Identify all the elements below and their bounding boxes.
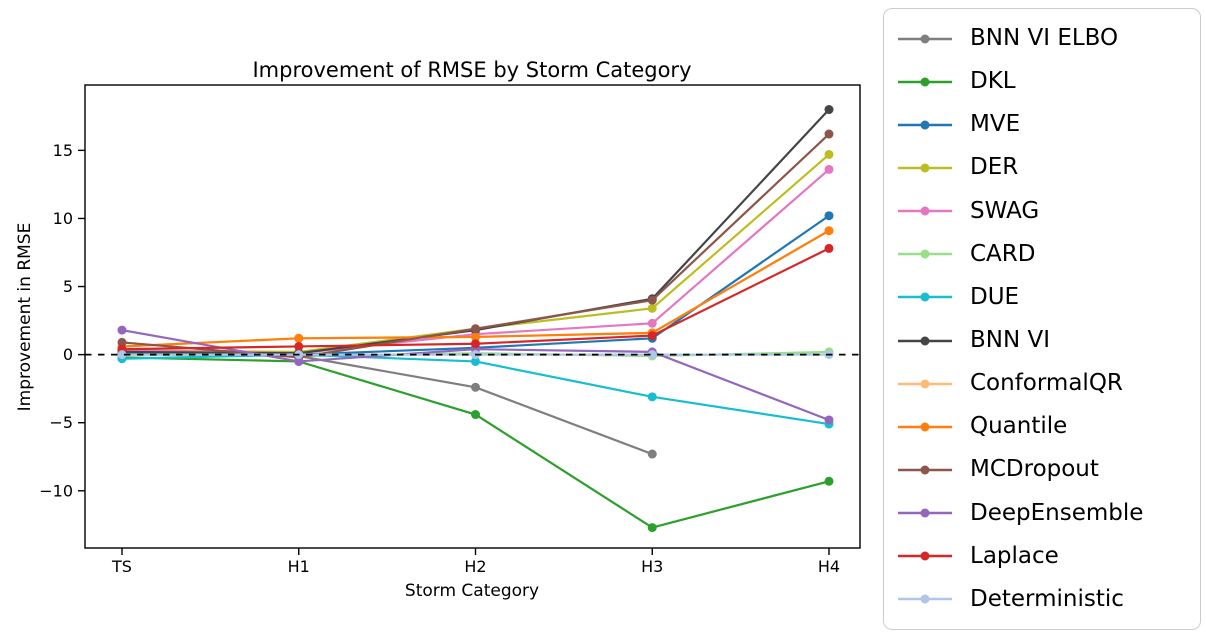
y-tick-label: −10 xyxy=(39,481,73,500)
y-axis-label: Improvement in RMSE xyxy=(15,223,35,412)
data-point xyxy=(647,295,657,305)
data-point xyxy=(117,350,127,360)
data-point xyxy=(647,350,657,360)
data-point xyxy=(471,382,480,392)
legend-item-deepensemble: DeepEnsemble xyxy=(896,498,1200,528)
legend-line-swatch-icon xyxy=(898,594,952,604)
series-bnn-vi-elbo xyxy=(117,348,657,459)
legend-label: DKL xyxy=(970,68,1016,95)
legend-item-der: DER xyxy=(896,153,1200,183)
data-point xyxy=(824,105,834,115)
data-point xyxy=(117,325,127,335)
data-point xyxy=(824,149,834,159)
legend-line-swatch-icon xyxy=(898,120,952,130)
data-point xyxy=(294,333,304,343)
x-tick-label: H3 xyxy=(641,557,663,576)
legend-label: CARD xyxy=(970,240,1036,267)
y-tick-label: 0 xyxy=(63,345,73,364)
legend-item-bnn-vi: BNN VI xyxy=(896,326,1200,356)
legend-label: SWAG xyxy=(970,197,1040,224)
plot-area xyxy=(85,105,860,533)
legend-line-swatch-icon xyxy=(898,77,952,87)
data-point xyxy=(294,356,304,366)
legend-item-deterministic: Deterministic xyxy=(896,584,1200,614)
data-point xyxy=(471,332,480,342)
data-point xyxy=(471,356,480,366)
legend-line-swatch-icon xyxy=(898,465,952,475)
legend-label: DeepEnsemble xyxy=(970,499,1144,526)
legend-label: BNN VI ELBO xyxy=(970,25,1119,52)
legend-item-dkl: DKL xyxy=(896,67,1200,97)
legend-line-swatch-icon xyxy=(898,422,952,432)
data-point xyxy=(647,318,657,328)
data-point xyxy=(647,331,657,341)
legend-line-swatch-icon xyxy=(898,206,952,216)
y-tick-label: 10 xyxy=(53,209,73,228)
legend-line-swatch-icon xyxy=(898,249,952,259)
data-point xyxy=(647,392,657,402)
x-tick-label: TS xyxy=(111,557,132,576)
legend-item-mcdropout: MCDropout xyxy=(896,455,1200,485)
legend-line-swatch-icon xyxy=(898,163,952,173)
data-point xyxy=(471,324,480,334)
data-point xyxy=(117,337,127,347)
data-point xyxy=(647,449,657,459)
legend-label: MVE xyxy=(970,111,1021,138)
series-mcdropout xyxy=(117,129,834,362)
series-line xyxy=(121,108,830,355)
data-point xyxy=(824,164,834,174)
legend-line-swatch-icon xyxy=(898,508,952,518)
legend-label: Deterministic xyxy=(970,585,1124,612)
x-tick-label: H4 xyxy=(818,557,840,576)
legend-item-card: CARD xyxy=(896,239,1200,269)
legend-line-swatch-icon xyxy=(898,292,952,302)
legend: BNN VI ELBO DKL MVE DER SWAG CARD DUE BNN VI Con… xyxy=(883,8,1201,630)
axes-frame xyxy=(84,84,861,549)
data-point xyxy=(824,243,834,253)
legend-label: ConformalQR xyxy=(970,370,1123,397)
legend-item-quantile: Quantile xyxy=(896,412,1200,442)
data-point xyxy=(824,129,834,139)
legend-item-swag: SWAG xyxy=(896,196,1200,226)
data-point xyxy=(824,211,834,221)
data-point xyxy=(471,410,480,420)
data-point xyxy=(824,415,834,425)
y-tick-label: −5 xyxy=(49,413,73,432)
legend-label: DER xyxy=(970,154,1019,181)
legend-item-bnn-vi-elbo: BNN VI ELBO xyxy=(896,24,1200,54)
legend-item-due: DUE xyxy=(896,282,1200,312)
legend-label: BNN VI xyxy=(970,327,1051,354)
series-line xyxy=(121,352,653,456)
legend-item-conformalqr: ConformalQR xyxy=(896,369,1200,399)
data-point xyxy=(647,303,657,313)
legend-label: DUE xyxy=(970,283,1020,310)
legend-line-swatch-icon xyxy=(898,551,952,561)
series-line xyxy=(121,153,830,354)
legend-label: Quantile xyxy=(970,413,1068,440)
legend-item-laplace: Laplace xyxy=(896,541,1200,571)
legend-label: MCDropout xyxy=(970,456,1099,483)
legend-line-swatch-icon xyxy=(898,379,952,389)
axis-ticks: −10 −5 0 5 10 15 TS H1 H2 H3 H4 xyxy=(39,141,840,576)
x-tick-label: H1 xyxy=(288,557,310,576)
legend-label: Laplace xyxy=(970,542,1059,569)
y-tick-label: 15 xyxy=(53,141,73,160)
x-tick-label: H2 xyxy=(464,557,486,576)
legend-line-swatch-icon xyxy=(898,34,952,44)
x-axis-label: Storm Category xyxy=(405,581,539,601)
chart-title: Improvement of RMSE by Storm Category xyxy=(252,58,691,82)
data-point xyxy=(294,341,304,351)
data-point xyxy=(824,476,834,486)
legend-line-swatch-icon xyxy=(898,336,952,346)
data-point xyxy=(647,523,657,533)
data-point xyxy=(471,339,480,349)
y-tick-label: 5 xyxy=(63,277,73,296)
legend-item-mve: MVE xyxy=(896,110,1200,140)
data-point xyxy=(824,226,834,236)
